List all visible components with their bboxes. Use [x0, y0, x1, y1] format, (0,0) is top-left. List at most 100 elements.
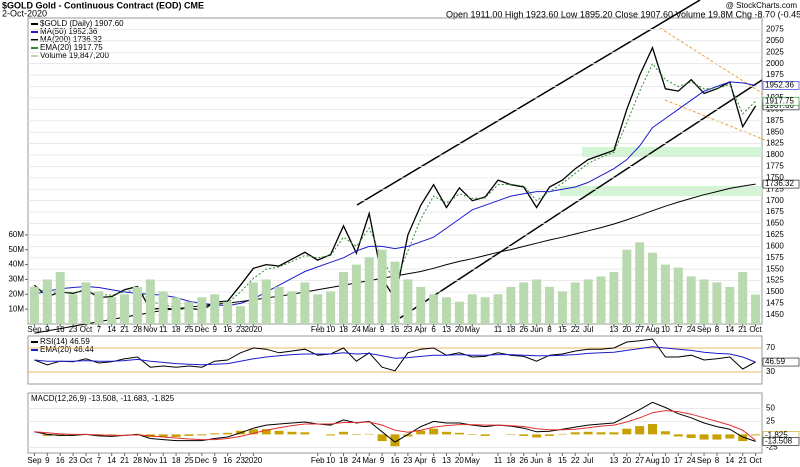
bar: [557, 291, 567, 324]
x-tick-label: 16: [56, 456, 65, 465]
bar: [545, 286, 555, 324]
x-tick-label: Sep: [27, 325, 42, 334]
x-tick-label: Apr: [415, 325, 428, 334]
x-tick-label: Oct: [80, 325, 93, 334]
value-tag-box: [762, 81, 800, 90]
bar: [274, 286, 284, 324]
bar: [390, 434, 400, 447]
x-tick-label: 2020: [244, 456, 262, 465]
x-tick-label: Feb: [311, 325, 325, 334]
value-tag: -1.825: [765, 430, 788, 439]
bar: [429, 294, 439, 324]
x-tick-label: 20: [455, 325, 464, 334]
bar: [712, 434, 722, 440]
value-tag: 46.59: [765, 357, 786, 366]
x-tick-label: 11: [159, 456, 168, 465]
support-zone: [560, 186, 762, 196]
bar: [532, 434, 542, 438]
quote: Open 1911.00 High 1923.60 Low 1895.20 Cl…: [446, 9, 800, 19]
x-tick-label: 28: [133, 456, 142, 465]
x-tick-label: Sep: [697, 456, 712, 465]
x-tick-label: May: [465, 456, 480, 465]
x-tick-label: 16: [223, 456, 232, 465]
y2-tick-label: 30M: [8, 275, 24, 284]
x-tick-label: 20: [622, 325, 631, 334]
y2-tick-label: 60M: [8, 230, 24, 239]
bar: [223, 432, 233, 435]
bar: [635, 426, 645, 435]
x-tick-label: Feb: [311, 456, 325, 465]
x-tick-label: 26: [519, 325, 528, 334]
bar: [326, 291, 336, 324]
x-tick-label: 13: [609, 325, 618, 334]
bar: [364, 257, 374, 324]
wedge-upper: [659, 27, 766, 96]
y-tick-label: 1500: [766, 287, 784, 296]
x-tick-label: 8: [715, 456, 720, 465]
y2-tick-label: 50M: [8, 245, 24, 254]
x-tick-label: Oct: [80, 456, 93, 465]
series-line: [34, 346, 756, 366]
value-tag: 1952.36: [765, 81, 794, 90]
bar: [725, 434, 735, 439]
y-tick-label: 1775: [766, 162, 784, 171]
bar: [660, 431, 670, 435]
bar: [686, 276, 696, 324]
bar: [622, 428, 632, 435]
bar: [609, 432, 619, 435]
bar: [235, 306, 245, 324]
x-tick-label: 10: [326, 456, 335, 465]
x-tick-label: 16: [391, 456, 400, 465]
bar: [480, 297, 490, 324]
bar: [55, 272, 65, 324]
bar: [570, 282, 580, 324]
bar: [171, 297, 181, 324]
bar: [467, 294, 477, 324]
x-tick-label: 23: [69, 456, 78, 465]
x-tick-label: 18: [172, 325, 181, 334]
y-tick-label: 50: [766, 404, 775, 413]
x-tick-label: 11: [494, 456, 503, 465]
bar: [519, 434, 529, 436]
value-tag: -13.508: [765, 436, 793, 445]
bar: [107, 434, 117, 436]
y-tick-label: 1800: [766, 150, 784, 159]
bar: [68, 294, 78, 324]
bar: [261, 279, 271, 324]
x-tick-label: 16: [56, 325, 65, 334]
x-tick-label: Nov: [143, 325, 157, 334]
bar: [171, 434, 181, 437]
bar: [197, 297, 207, 324]
x-tick-label: Aug: [645, 325, 659, 334]
x-tick-label: 13: [442, 325, 451, 334]
bar: [42, 434, 52, 436]
value-tag-box: [762, 96, 800, 106]
x-tick-label: 21: [738, 456, 747, 465]
legend-label: $GOLD (Daily) 1907.60: [40, 19, 124, 28]
bar: [274, 430, 284, 435]
y-tick-label: 1650: [766, 219, 784, 228]
x-tick-label: 15: [558, 325, 567, 334]
bar: [210, 294, 220, 324]
bar: [738, 434, 748, 442]
bar: [390, 261, 400, 324]
x-tick-label: Sep: [27, 456, 42, 465]
y-tick-label: 2050: [766, 36, 784, 45]
x-tick-label: 8: [715, 325, 720, 334]
x-tick-label: Sep: [697, 325, 712, 334]
bar: [377, 434, 387, 442]
x-tick-label: Jun: [530, 456, 543, 465]
x-tick-label: Mar: [362, 456, 376, 465]
bar: [660, 264, 670, 324]
bar: [583, 431, 593, 435]
bar: [442, 431, 452, 435]
channel-lower: [399, 79, 763, 319]
x-tick-label: 10: [661, 456, 670, 465]
y-tick-label: 1550: [766, 264, 784, 273]
bar: [673, 267, 683, 324]
x-tick-label: 24: [352, 325, 361, 334]
bar: [158, 291, 168, 324]
x-tick-label: 6: [431, 456, 436, 465]
